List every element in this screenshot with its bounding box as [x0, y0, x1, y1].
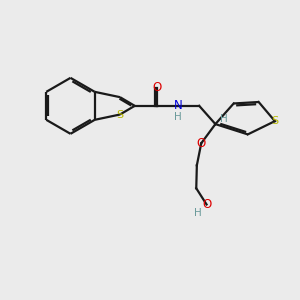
Text: H: H	[220, 114, 227, 124]
Text: O: O	[196, 137, 206, 150]
Text: S: S	[116, 110, 124, 119]
Text: O: O	[152, 81, 161, 94]
Text: H: H	[173, 112, 181, 122]
Text: H: H	[194, 208, 202, 218]
Text: N: N	[174, 99, 182, 112]
Text: S: S	[271, 116, 278, 126]
Text: O: O	[202, 198, 211, 211]
